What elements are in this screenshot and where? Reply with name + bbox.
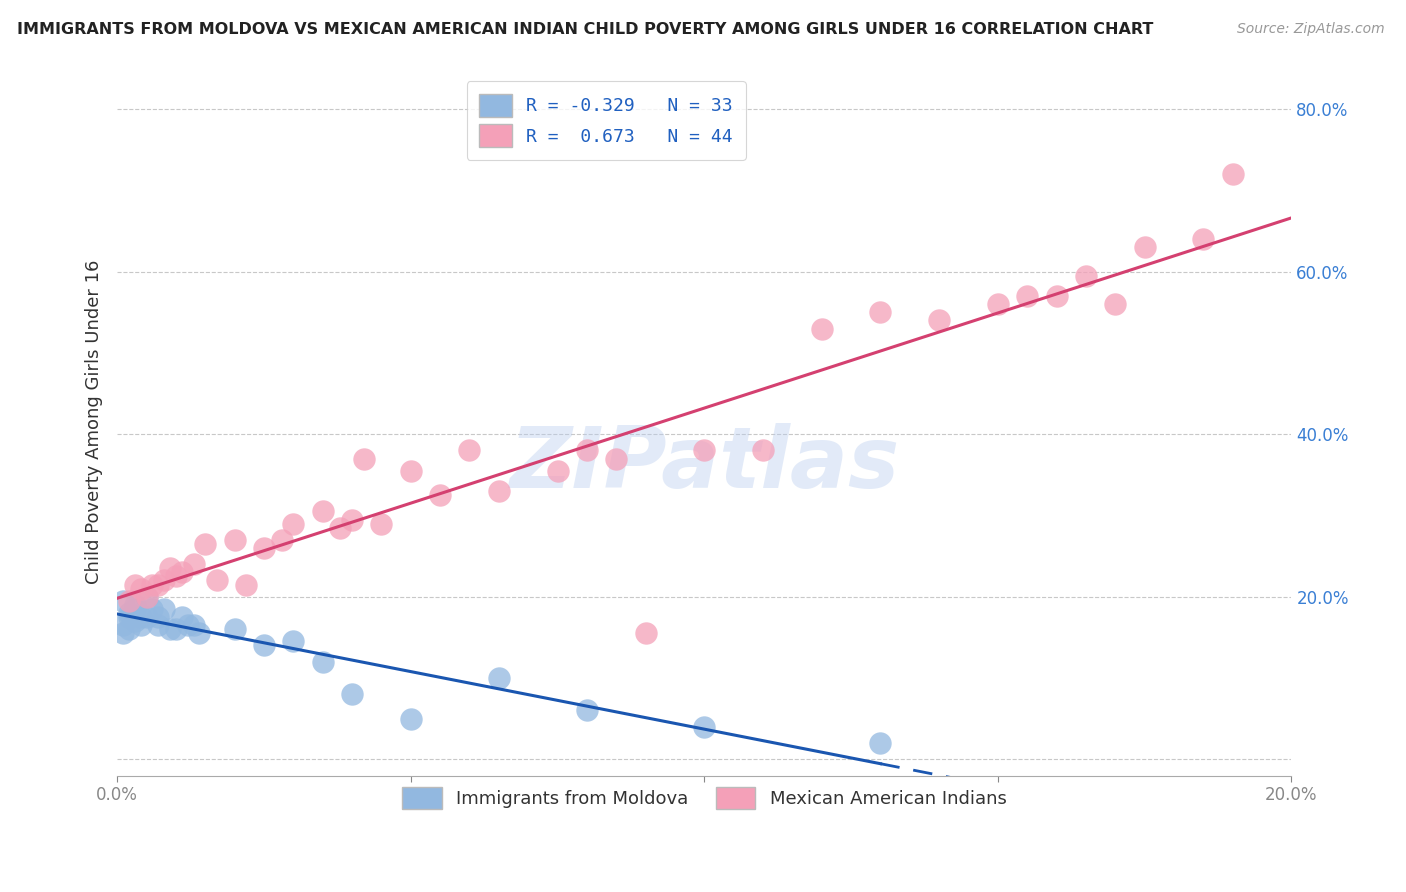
Point	[148, 577, 170, 591]
Point	[153, 602, 176, 616]
Point	[165, 569, 187, 583]
Point	[340, 687, 363, 701]
Point	[159, 561, 181, 575]
Point	[869, 305, 891, 319]
Point	[488, 671, 510, 685]
Point	[429, 488, 451, 502]
Point	[112, 626, 135, 640]
Point	[129, 618, 152, 632]
Point	[693, 720, 716, 734]
Point	[129, 610, 152, 624]
Point	[810, 321, 832, 335]
Point	[118, 610, 141, 624]
Point	[118, 606, 141, 620]
Point	[253, 639, 276, 653]
Legend: Immigrants from Moldova, Mexican American Indians: Immigrants from Moldova, Mexican America…	[395, 780, 1014, 816]
Point	[153, 574, 176, 588]
Point	[176, 618, 198, 632]
Point	[399, 464, 422, 478]
Point	[987, 297, 1010, 311]
Point	[283, 634, 305, 648]
Point	[312, 655, 335, 669]
Point	[141, 577, 163, 591]
Point	[170, 610, 193, 624]
Point	[188, 626, 211, 640]
Point	[1045, 289, 1067, 303]
Point	[112, 618, 135, 632]
Point	[235, 577, 257, 591]
Point	[370, 516, 392, 531]
Point	[752, 443, 775, 458]
Point	[928, 313, 950, 327]
Text: Source: ZipAtlas.com: Source: ZipAtlas.com	[1237, 22, 1385, 37]
Text: IMMIGRANTS FROM MOLDOVA VS MEXICAN AMERICAN INDIAN CHILD POVERTY AMONG GIRLS UND: IMMIGRANTS FROM MOLDOVA VS MEXICAN AMERI…	[17, 22, 1153, 37]
Point	[1017, 289, 1039, 303]
Y-axis label: Child Poverty Among Girls Under 16: Child Poverty Among Girls Under 16	[86, 260, 103, 584]
Point	[869, 736, 891, 750]
Point	[605, 451, 627, 466]
Point	[1104, 297, 1126, 311]
Point	[183, 618, 205, 632]
Point	[141, 602, 163, 616]
Point	[634, 626, 657, 640]
Point	[253, 541, 276, 555]
Point	[124, 602, 146, 616]
Point	[575, 704, 598, 718]
Point	[312, 504, 335, 518]
Point	[148, 610, 170, 624]
Point	[118, 594, 141, 608]
Point	[194, 537, 217, 551]
Point	[124, 614, 146, 628]
Point	[135, 590, 157, 604]
Point	[1222, 167, 1244, 181]
Point	[135, 610, 157, 624]
Point	[124, 577, 146, 591]
Point	[224, 622, 246, 636]
Point	[547, 464, 569, 478]
Text: ZIPatlas: ZIPatlas	[509, 423, 900, 506]
Point	[148, 618, 170, 632]
Point	[329, 521, 352, 535]
Point	[575, 443, 598, 458]
Point	[488, 484, 510, 499]
Point	[283, 516, 305, 531]
Point	[135, 590, 157, 604]
Point	[205, 574, 228, 588]
Point	[399, 712, 422, 726]
Point	[183, 558, 205, 572]
Point	[112, 594, 135, 608]
Point	[159, 622, 181, 636]
Point	[1192, 232, 1215, 246]
Point	[118, 622, 141, 636]
Point	[1133, 240, 1156, 254]
Point	[1074, 268, 1097, 283]
Point	[170, 566, 193, 580]
Point	[270, 533, 292, 547]
Point	[224, 533, 246, 547]
Point	[340, 512, 363, 526]
Point	[353, 451, 375, 466]
Point	[693, 443, 716, 458]
Point	[458, 443, 481, 458]
Point	[129, 582, 152, 596]
Point	[165, 622, 187, 636]
Point	[124, 598, 146, 612]
